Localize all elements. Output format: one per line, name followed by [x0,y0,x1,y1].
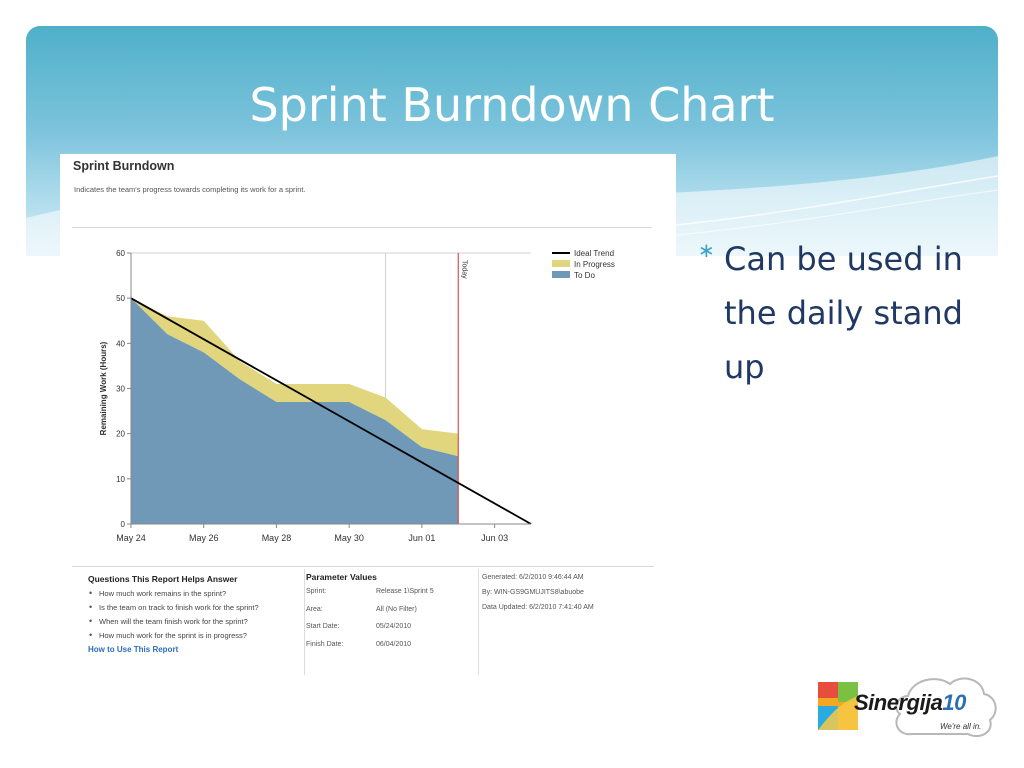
x-tick-label: May 24 [116,533,146,543]
x-tick-label: May 28 [262,533,292,543]
parameter-value: Release 1\Sprint 5 [376,588,434,595]
generated-by: By: WIN-GS9GMUJITS8\abuobe [482,589,584,596]
y-tick-label: 0 [121,520,126,529]
legend-in-progress-label: In Progress [574,260,615,269]
logo-wordmark: Sinergija10 [854,690,966,716]
bullet-text: Can be used in the daily stand up [724,240,963,386]
parameter-key: Area: [306,605,323,613]
ideal-trend-line [130,297,532,525]
y-tick-label: 50 [116,294,125,303]
in-progress-area [131,298,459,457]
logo-tagline: We're all in. [940,722,982,731]
parameter-key: Finish Date: [306,640,344,648]
question-item: When will the team finish work for the s… [88,616,302,626]
today-marker-label: Today [460,260,467,279]
parameter-row: Area: All (No Filter) [306,606,476,624]
report-divider [72,227,652,228]
parameters-heading: Parameter Values [306,572,377,582]
generation-info-panel: Generated: 6/2/2010 9:46:44 AM By: WIN-G… [482,574,657,619]
questions-list: How much work remains in the sprint? Is … [88,588,302,640]
cloud-logo-icon [818,677,997,738]
slide-title: Sprint Burndown Chart [249,78,775,132]
logo-name: Sinergija [854,690,943,715]
questions-panel: Questions This Report Helps Answer How m… [88,574,302,654]
generated-timestamp: Generated: 6/2/2010 9:46:44 AM [482,574,584,581]
data-updated-timestamp: Data Updated: 6/2/2010 7:41:40 AM [482,604,594,611]
y-tick-label: 20 [116,430,125,439]
y-axis-label: Remaining Work (Hours) [99,341,108,435]
parameter-value: 06/04/2010 [376,640,412,648]
y-tick-label: 60 [116,249,125,258]
parameter-row: Finish Date: 06/04/2010 [306,641,476,659]
sinergija-logo: Sinergija10 We're all in. [812,672,1002,748]
report-description: Indicates the team's progress towards co… [74,185,306,194]
y-tick-label: 30 [116,385,125,394]
report-title: Sprint Burndown [73,159,175,173]
questions-heading: Questions This Report Helps Answer [88,574,238,584]
asterisk-bullet-icon: ∗ [698,238,715,262]
parameter-row: Start Date: 05/24/2010 [306,623,476,641]
x-tick-label: May 26 [189,533,219,543]
x-tick-label: Jun 01 [408,533,435,543]
footer-column-separator [304,569,305,675]
parameter-row: Sprint: Release 1\Sprint 5 [306,588,476,606]
question-item: Is the team on track to finish work for … [88,602,302,612]
how-to-use-link[interactable]: How to Use This Report [88,645,179,654]
parameter-key: Start Date: [306,623,340,630]
parameter-values-panel: Parameter Values Sprint: Release 1\Sprin… [306,572,476,658]
parameter-value: 05/24/2010 [376,623,412,630]
y-tick-label: 40 [116,339,125,348]
footer-divider [72,566,654,567]
legend-to-do-label: To Do [574,271,595,280]
burndown-report-screenshot: Sprint Burndown Indicates the team's pro… [60,154,676,678]
x-tick-label: Jun 03 [481,533,508,543]
x-tick-label: May 30 [334,533,364,543]
y-tick-label: 10 [116,475,125,484]
legend-ideal-trend-label: Ideal Trend [574,249,614,258]
parameter-value: All (No Filter) [376,605,417,613]
legend-to-do-swatch [552,271,570,278]
logo-number: 10 [942,690,966,715]
parameter-key: Sprint: [306,588,327,595]
burndown-chart: Today 0 10 20 30 40 50 60 May 24 May 26 May 28 May… [99,249,615,543]
to-do-area [131,298,459,524]
footer-column-separator [478,569,479,675]
legend-in-progress-swatch [552,260,570,267]
question-item: How much work for the sprint is in progr… [88,630,302,640]
question-item: How much work remains in the sprint? [88,588,302,598]
